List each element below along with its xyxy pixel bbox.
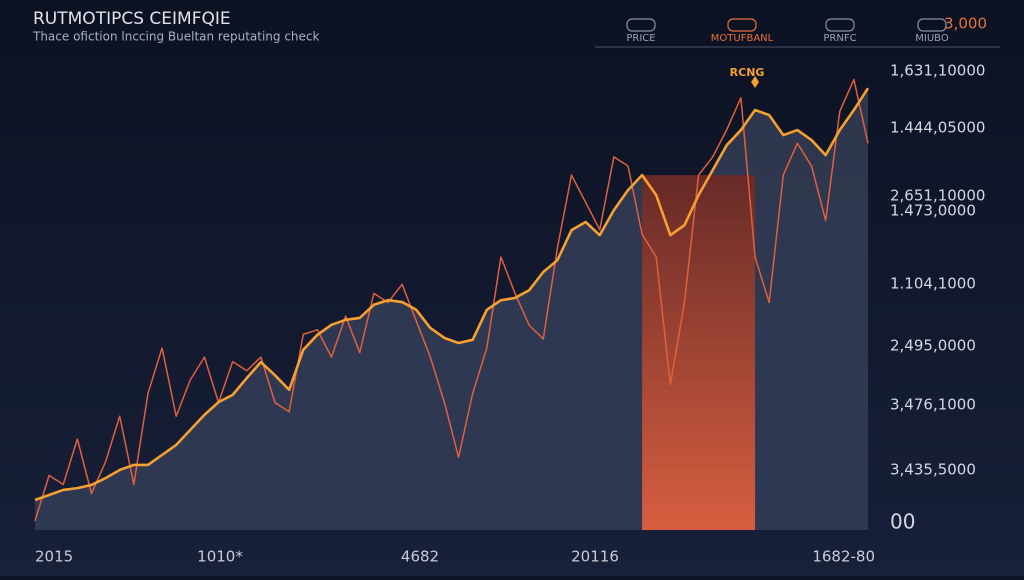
x-label: 1682-80 [812,548,875,566]
x-label: 20116 [571,548,619,566]
highlight-label: RCNG [730,66,765,79]
top-value: 3,000 [944,15,987,33]
x-label: 2015 [35,548,73,566]
x-label: 1010* [197,548,243,566]
y-label: 00 [890,510,915,534]
tab[interactable]: PRNFC [823,33,856,44]
series-line [34,78,869,522]
tab-icon [917,18,947,32]
tab-icon [825,18,855,32]
tab[interactable]: MOTUFBANL [711,33,774,44]
x-label: 4682 [401,548,439,566]
highlight-band [642,175,756,530]
y-label: 2,651,10000 [890,187,985,205]
chart-subtitle: Thace ofiction lnccing Bueltan reputatin… [32,30,320,44]
y-label: 1.473,0000 [890,202,976,220]
chart-title: RUTMOTIPCS CEIMFQIE [33,9,231,29]
y-label: 1.104,1000 [890,275,976,293]
y-label: 1.444,05000 [890,119,985,137]
y-label: 1,631,10000 [890,62,985,80]
highlight-marker [751,76,760,88]
series-line [34,87,870,502]
y-label: 3,435,5000 [890,461,976,479]
y-label: 3,476,1000 [890,396,976,414]
tab-icon [727,18,757,32]
tab[interactable]: MIUBO [915,33,949,44]
tab[interactable]: PRICE [626,33,655,44]
y-label: 2,495,0000 [890,337,976,355]
tab-icon [626,18,656,32]
